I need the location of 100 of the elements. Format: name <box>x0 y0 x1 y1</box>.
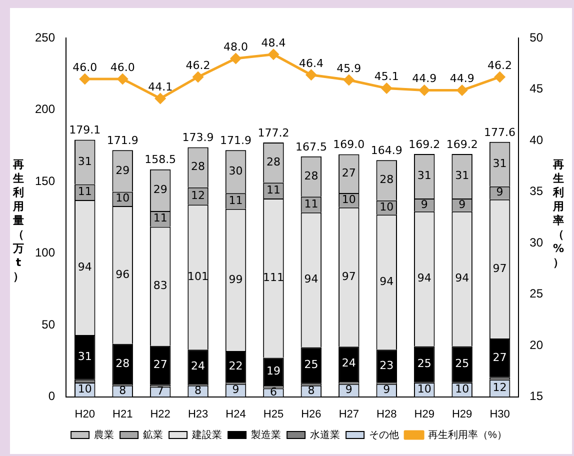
data-label: 9 <box>496 186 504 199</box>
data-label: 97 <box>492 262 507 275</box>
data-label: 83 <box>153 279 168 292</box>
data-label: 44.1 <box>148 80 173 94</box>
data-label: 12 <box>191 188 206 202</box>
x-tick-label: H23 <box>188 408 208 420</box>
data-label: 28 <box>266 155 280 168</box>
data-label: 28 <box>191 160 206 174</box>
point <box>80 74 90 84</box>
data-label: 31 <box>78 154 92 168</box>
y2-tick-label: 30 <box>530 235 544 250</box>
total-label: 158.5 <box>144 153 176 166</box>
data-label: 111 <box>262 270 284 284</box>
data-label: 10 <box>455 382 470 396</box>
x-tick-label: H20 <box>74 408 95 420</box>
x-tick-label: H26 <box>301 408 322 420</box>
data-label: 94 <box>304 272 318 286</box>
data-label: 94 <box>455 272 470 285</box>
point <box>419 85 430 96</box>
legend-label: 農業 <box>94 428 114 441</box>
data-label: 45.1 <box>374 70 399 84</box>
data-label: 31 <box>492 157 507 170</box>
data-label: 27 <box>342 166 356 180</box>
data-label: 28 <box>304 169 318 182</box>
data-label: 11 <box>78 185 92 198</box>
point <box>155 93 166 104</box>
data-label: 10 <box>380 200 394 214</box>
total-label: 177.6 <box>484 126 516 139</box>
y2-tick-label: 50 <box>530 30 544 44</box>
legend-label: 再生利用率（%） <box>428 428 507 441</box>
y2-tick-label: 15 <box>530 389 544 404</box>
data-label: 99 <box>228 272 243 286</box>
data-label: 8 <box>119 384 126 397</box>
data-label: 9 <box>458 198 466 211</box>
data-label: 30 <box>228 164 243 178</box>
data-label: 8 <box>194 384 202 397</box>
point <box>344 74 354 86</box>
y-tick-label: 50 <box>42 317 56 332</box>
y2-axis-title: 再生利用率（%） <box>552 158 565 270</box>
total-label: 171.9 <box>220 134 252 147</box>
data-label: 45.9 <box>336 62 362 75</box>
data-label: 97 <box>342 270 356 283</box>
total-label: 167.5 <box>295 140 327 154</box>
data-label: 46.0 <box>72 60 98 74</box>
data-label: 11 <box>228 194 243 207</box>
x-tick-label: H25 <box>263 408 284 420</box>
data-label: 8 <box>308 384 315 397</box>
x-tick-label: H28 <box>376 408 397 420</box>
y2-tick-label: 45 <box>530 82 544 96</box>
data-label: 29 <box>153 182 168 196</box>
data-label: 28 <box>116 356 130 370</box>
total-label: 171.9 <box>106 134 138 147</box>
data-label: 31 <box>417 169 432 182</box>
data-label: 9 <box>420 198 428 211</box>
x-tick-label: H24 <box>226 408 246 420</box>
data-label: 24 <box>342 356 356 370</box>
point <box>456 85 468 96</box>
total-label: 177.2 <box>258 126 290 140</box>
point <box>306 70 316 80</box>
point <box>494 72 506 82</box>
data-label: 29 <box>116 164 130 177</box>
data-label: 44.9 <box>450 72 474 86</box>
total-label: 169.0 <box>333 138 365 152</box>
data-label: 96 <box>116 268 130 281</box>
data-label: 46.2 <box>186 58 210 72</box>
data-label: 27 <box>153 358 168 372</box>
y-tick-label: 0 <box>48 389 56 404</box>
data-label: 31 <box>455 169 470 182</box>
data-label: 9 <box>383 383 390 396</box>
data-label: 46.0 <box>110 60 135 74</box>
point <box>117 74 128 84</box>
legend-label: その他 <box>369 428 400 441</box>
y2-tick-label: 25 <box>530 286 544 301</box>
point <box>381 82 392 94</box>
x-tick-label: H29 <box>452 408 472 420</box>
data-label: 11 <box>153 212 168 225</box>
data-label: 25 <box>304 358 318 372</box>
legend-label: 製造業 <box>251 428 282 441</box>
y2-tick-label: 40 <box>530 132 544 147</box>
data-label: 48.0 <box>224 40 248 54</box>
legend-label: 建設業 <box>191 428 222 441</box>
x-tick-label: H22 <box>150 408 170 420</box>
total-label: 169.2 <box>408 138 440 151</box>
data-label: 22 <box>228 360 243 373</box>
y2-tick-label: 35 <box>530 184 544 198</box>
x-tick-label: H27 <box>338 408 360 420</box>
data-label: 31 <box>78 350 92 364</box>
data-label: 12 <box>492 381 507 394</box>
data-label: 11 <box>304 197 318 210</box>
data-label: 46.4 <box>298 56 324 70</box>
data-label: 46.2 <box>488 58 512 72</box>
data-label: 28 <box>380 173 394 186</box>
data-label: 10 <box>116 192 130 205</box>
data-label: 19 <box>266 364 280 378</box>
total-label: 179.1 <box>69 124 101 137</box>
point <box>192 72 204 82</box>
x-tick-label: H29 <box>414 408 434 420</box>
data-label: 10 <box>78 382 92 396</box>
data-label: 101 <box>188 270 209 283</box>
data-label: 94 <box>417 272 432 285</box>
